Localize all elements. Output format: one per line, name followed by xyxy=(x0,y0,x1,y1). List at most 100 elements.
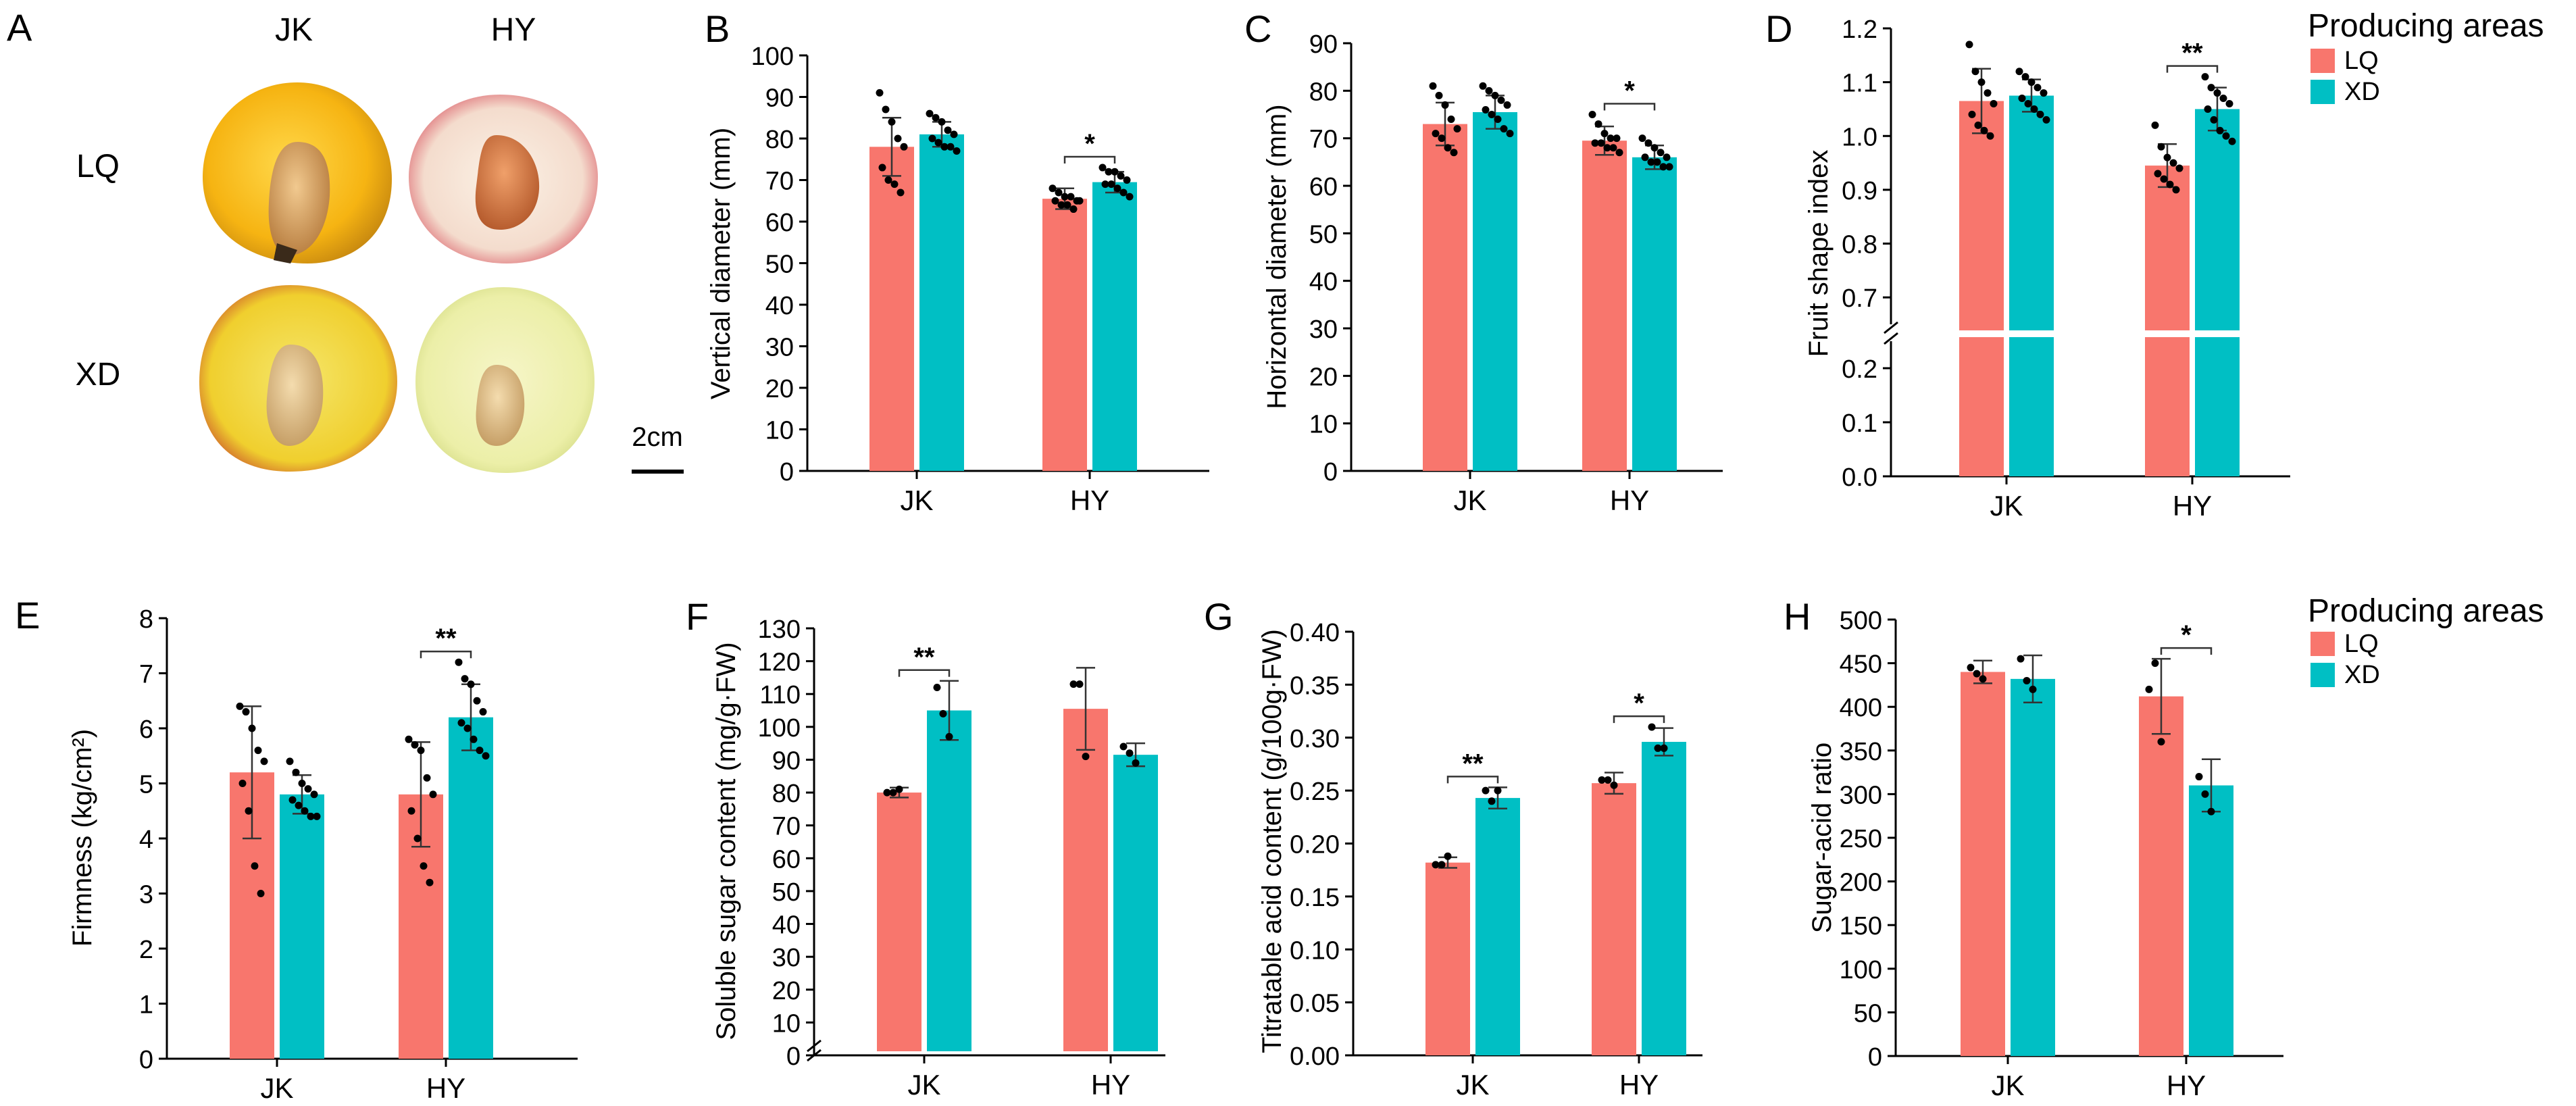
y-tick-label: 2 xyxy=(139,936,153,964)
y-tick-label: 0.2 xyxy=(1842,355,1877,384)
panel-a-row-label-xd: XD xyxy=(76,357,121,393)
legend-label-xd: XD xyxy=(2344,661,2380,689)
y-tick-label: 80 xyxy=(765,126,794,154)
data-point xyxy=(2201,73,2209,81)
data-point xyxy=(932,114,940,122)
y-tick-label: 400 xyxy=(1840,694,1882,722)
data-point xyxy=(2154,170,2162,178)
bar-lq-jk xyxy=(1959,101,2004,476)
data-point xyxy=(413,834,422,843)
chart-horizontal-diameter: 0 10 20 30 40 50 60 70 80 90 Horizontal diameter (… xyxy=(1262,30,1723,516)
data-point xyxy=(2160,175,2168,183)
data-point xyxy=(1613,134,1621,143)
data-point xyxy=(1051,197,1059,205)
data-point xyxy=(1105,168,1113,176)
x-tick-label: JK xyxy=(1453,484,1486,516)
data-point xyxy=(1648,723,1656,731)
data-point xyxy=(2151,121,2159,129)
data-point xyxy=(463,724,472,732)
peach-photo-lq-jk xyxy=(203,82,392,263)
data-point xyxy=(461,675,469,683)
x-tick-label: JK xyxy=(1990,490,2023,522)
data-point xyxy=(884,176,892,184)
data-point xyxy=(928,134,936,143)
data-point xyxy=(878,164,886,172)
x-tick-label: JK xyxy=(900,484,933,516)
y-tick-label: 80 xyxy=(772,780,801,808)
data-point xyxy=(1591,139,1599,147)
data-point xyxy=(1654,744,1662,752)
panel-a: A JK HY LQ XD 2cm xyxy=(7,6,684,474)
bar-lq-jk xyxy=(877,793,921,1051)
y-axis-label: Sugar-acid ratio xyxy=(1807,743,1837,933)
legend-swatch-lq xyxy=(2310,632,2335,656)
data-point xyxy=(1441,101,1449,109)
panel-letter-e: E xyxy=(15,594,40,636)
data-point xyxy=(1485,86,1493,95)
data-point xyxy=(301,807,309,815)
bar-lq-jk xyxy=(1425,862,1470,1055)
data-point xyxy=(2015,68,2023,76)
data-point xyxy=(313,812,321,820)
legend-label-lq: LQ xyxy=(2344,47,2379,75)
axis-break-mark xyxy=(1884,332,1898,345)
bar-xd-hy xyxy=(1632,157,1677,472)
data-point xyxy=(2175,164,2183,172)
data-point xyxy=(1082,753,1090,761)
scale-bar-label: 2cm xyxy=(632,422,683,452)
y-tick-label: 0.35 xyxy=(1290,672,1340,700)
data-point xyxy=(888,118,896,126)
significance-label: * xyxy=(2181,620,2192,650)
y-tick-label: 50 xyxy=(1309,220,1338,249)
bar-xd-hy xyxy=(1642,742,1686,1055)
data-point xyxy=(1609,144,1617,152)
data-point xyxy=(423,774,431,782)
data-point xyxy=(1500,125,1508,133)
data-point xyxy=(1444,144,1452,152)
y-tick-label: 0.40 xyxy=(1290,619,1340,647)
data-point xyxy=(286,757,294,765)
x-tick-label: HY xyxy=(2167,1070,2206,1101)
chart-firmness: 0 1 2 3 4 5 6 7 8 Firmness (kg/cm²) JK HY ** xyxy=(68,605,578,1104)
data-point xyxy=(2029,685,2037,693)
chart-soluble-sugar: 0 10 20 30 40 50 60 70 80 90 100 110 120 130 Soluble s… xyxy=(711,615,1165,1101)
data-point xyxy=(876,89,884,97)
y-tick-label: 50 xyxy=(772,878,801,907)
data-point xyxy=(407,807,415,815)
data-point xyxy=(2216,126,2224,134)
data-point xyxy=(405,735,413,743)
y-tick-label: 0.10 xyxy=(1290,936,1340,965)
data-point xyxy=(895,785,903,793)
bar-break-gap xyxy=(2144,330,2191,337)
data-point xyxy=(1479,82,1487,90)
data-point xyxy=(2017,655,2025,663)
panel-a-col-label-hy: HY xyxy=(491,12,536,48)
data-point xyxy=(1119,743,1128,751)
data-point xyxy=(1069,680,1078,688)
bar-lq-jk xyxy=(869,147,914,472)
data-point xyxy=(1659,163,1667,171)
y-tick-label: 0.20 xyxy=(1290,831,1340,859)
panel-letter-d: D xyxy=(1765,7,1792,50)
data-point xyxy=(1076,197,1084,205)
data-point xyxy=(1101,180,1109,188)
data-point xyxy=(1663,153,1671,161)
data-point xyxy=(1057,201,1065,209)
data-point xyxy=(896,188,905,197)
significance-label: ** xyxy=(435,624,457,653)
data-point xyxy=(1488,111,1496,118)
y-tick-label: 0.00 xyxy=(1290,1042,1340,1071)
y-tick-label: 150 xyxy=(1840,912,1882,940)
x-tick-label: HY xyxy=(1610,484,1649,516)
bar-xd-jk xyxy=(927,710,971,1051)
y-tick-label: 90 xyxy=(765,84,794,113)
data-point xyxy=(934,139,942,147)
data-point xyxy=(260,757,268,765)
bar-xd-jk xyxy=(2011,678,2055,1056)
data-point xyxy=(1453,125,1461,133)
significance-label: ** xyxy=(2181,39,2203,68)
data-point xyxy=(2213,89,2221,97)
y-tick-label: 70 xyxy=(1309,126,1338,154)
bar-lq-hy xyxy=(2145,166,2190,476)
data-point xyxy=(889,788,897,797)
